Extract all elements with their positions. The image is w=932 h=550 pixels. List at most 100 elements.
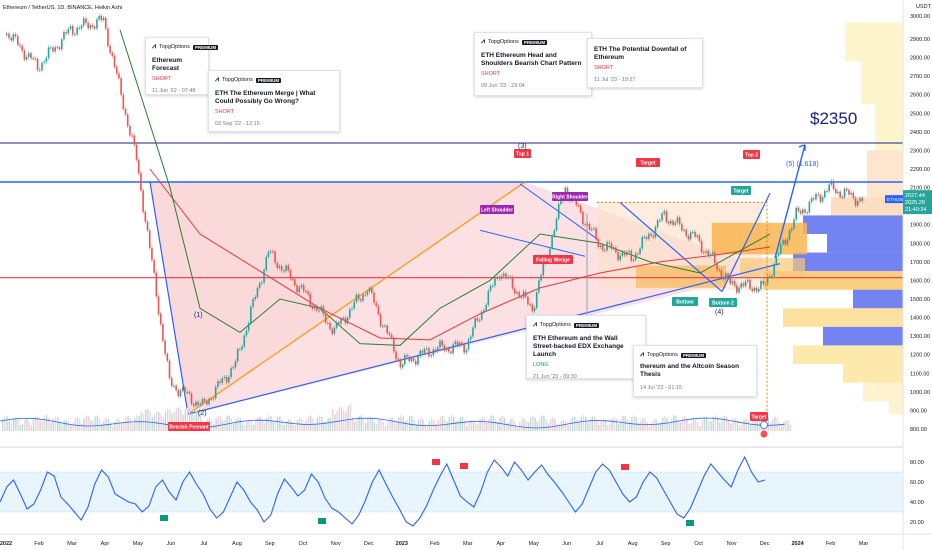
wave-label: (4) <box>715 309 724 316</box>
volume-bar <box>481 416 483 431</box>
volume-bar <box>109 423 112 431</box>
volume-bar <box>721 418 723 431</box>
candle-body <box>49 47 52 49</box>
candle-body <box>502 273 505 277</box>
candle-body <box>707 250 710 257</box>
candle-body <box>267 251 270 257</box>
candle-body <box>797 207 800 212</box>
candle-body <box>390 334 393 338</box>
volume-bar <box>290 420 292 431</box>
idea-card[interactable]: ⩘ TopgOptions PREMIUM ETH The Ethereum Mer… <box>208 70 340 132</box>
idea-author: TopgOptions <box>539 322 571 328</box>
volume-bar <box>272 420 274 431</box>
candle-body <box>549 248 551 258</box>
volume-bar <box>46 415 48 431</box>
volume-bar <box>600 420 602 431</box>
volume-bar <box>239 418 241 431</box>
right-shoulder-label-box <box>552 192 588 201</box>
candle-body <box>731 281 734 284</box>
candle-body <box>333 327 336 334</box>
volume-bar <box>578 421 580 431</box>
candle-body <box>32 58 34 60</box>
idea-card[interactable]: ⩘ TopgOptions PREMIUM ETH Ethereum Head an… <box>474 32 592 96</box>
volume-bar <box>657 422 659 431</box>
idea-direction: SHORT <box>215 109 235 115</box>
volume-bar <box>466 426 468 431</box>
idea-date: 03 Sep '22 - 12:16 <box>215 121 260 127</box>
volume-bar <box>576 420 578 431</box>
candle-body <box>505 273 507 279</box>
volume-bar <box>692 419 695 431</box>
price-axis-tick: 2800.00 <box>910 56 930 62</box>
current-price-tag <box>903 190 932 215</box>
idea-card[interactable]: ⩘ TopgOptions PREMIUM thereum and the Altc… <box>633 345 757 397</box>
candle-body <box>302 285 305 292</box>
volume-bar <box>587 421 589 431</box>
candle-body <box>595 228 597 240</box>
idea-direction: SHORT <box>481 71 501 77</box>
volume-profile-bar <box>803 215 903 234</box>
candle-body <box>747 279 749 282</box>
time-axis-tick: Feb <box>430 541 439 547</box>
candle-body <box>753 287 756 291</box>
top2-label-box <box>743 150 760 159</box>
volume-bar <box>365 423 367 431</box>
candle-body <box>126 114 129 127</box>
idea-card[interactable]: ETH The Potential Downfall of Ethereum S… <box>587 38 703 88</box>
current-price-label: 2027.44 <box>905 193 925 199</box>
idea-date: 14 Jul '23 - 01:15 <box>640 385 683 391</box>
candle-body <box>208 398 210 405</box>
volume-profile-bar <box>853 289 903 309</box>
volume-bar <box>17 420 19 431</box>
candle-body <box>371 287 373 293</box>
volume-bar <box>514 422 516 431</box>
volume-bar <box>486 422 488 431</box>
candle-body <box>553 230 556 237</box>
candle-body <box>410 358 413 362</box>
idea-card[interactable]: ⩘ TopgOptions PREMIUM Ethereum Forecast SH… <box>145 37 219 95</box>
time-axis-tick: 2024 <box>791 541 804 547</box>
candle-body <box>766 276 769 284</box>
volume-bar <box>609 424 611 431</box>
oscillator-axis-tick: 60.00 <box>910 480 924 486</box>
volume-bar <box>780 425 783 431</box>
candle-body <box>845 188 848 191</box>
candle-body <box>520 297 523 299</box>
volume-bar <box>367 418 369 431</box>
price-axis-tick: 1300.00 <box>910 334 930 340</box>
idea-card[interactable]: ⩘ TopgOptions PREMIUM ETH Ethereum and the… <box>526 315 646 380</box>
volume-bar <box>475 423 477 431</box>
volume-bar <box>607 425 609 431</box>
volume-bar <box>8 420 10 431</box>
volume-bar <box>580 416 582 431</box>
idea-direction: SHORT <box>594 65 614 71</box>
left-shoulder-label: Left Shoulder <box>481 208 513 214</box>
time-axis-tick: 2022 <box>0 541 12 547</box>
candle-body <box>527 296 529 305</box>
volume-bar <box>527 422 530 431</box>
oscillator-signal-marker <box>460 463 468 469</box>
wave-label: (2) <box>198 410 207 417</box>
candle-body <box>100 15 103 21</box>
premium-badge: PREMIUM <box>680 352 707 358</box>
volume-bar <box>74 418 76 431</box>
volume-bar <box>719 422 721 431</box>
candle-body <box>615 247 617 253</box>
candle-body <box>439 340 441 348</box>
volume-bar <box>442 416 444 431</box>
volume-bar <box>490 415 492 431</box>
candle-body <box>188 391 191 394</box>
idea-date: 11 Jul '23 - 19:27 <box>594 77 636 83</box>
price-axis-tick: 2200.00 <box>910 167 930 173</box>
candle-body <box>74 34 76 36</box>
candle-body <box>812 198 815 200</box>
oscillator-band <box>0 472 903 512</box>
volume-bar <box>521 418 523 431</box>
volume-bar <box>723 415 725 431</box>
candle-body <box>709 254 712 257</box>
volume-bar <box>569 420 571 431</box>
idea-title: Ethereum Forecast <box>152 57 182 72</box>
volume-bar <box>325 421 327 431</box>
volume-bar <box>120 423 123 431</box>
